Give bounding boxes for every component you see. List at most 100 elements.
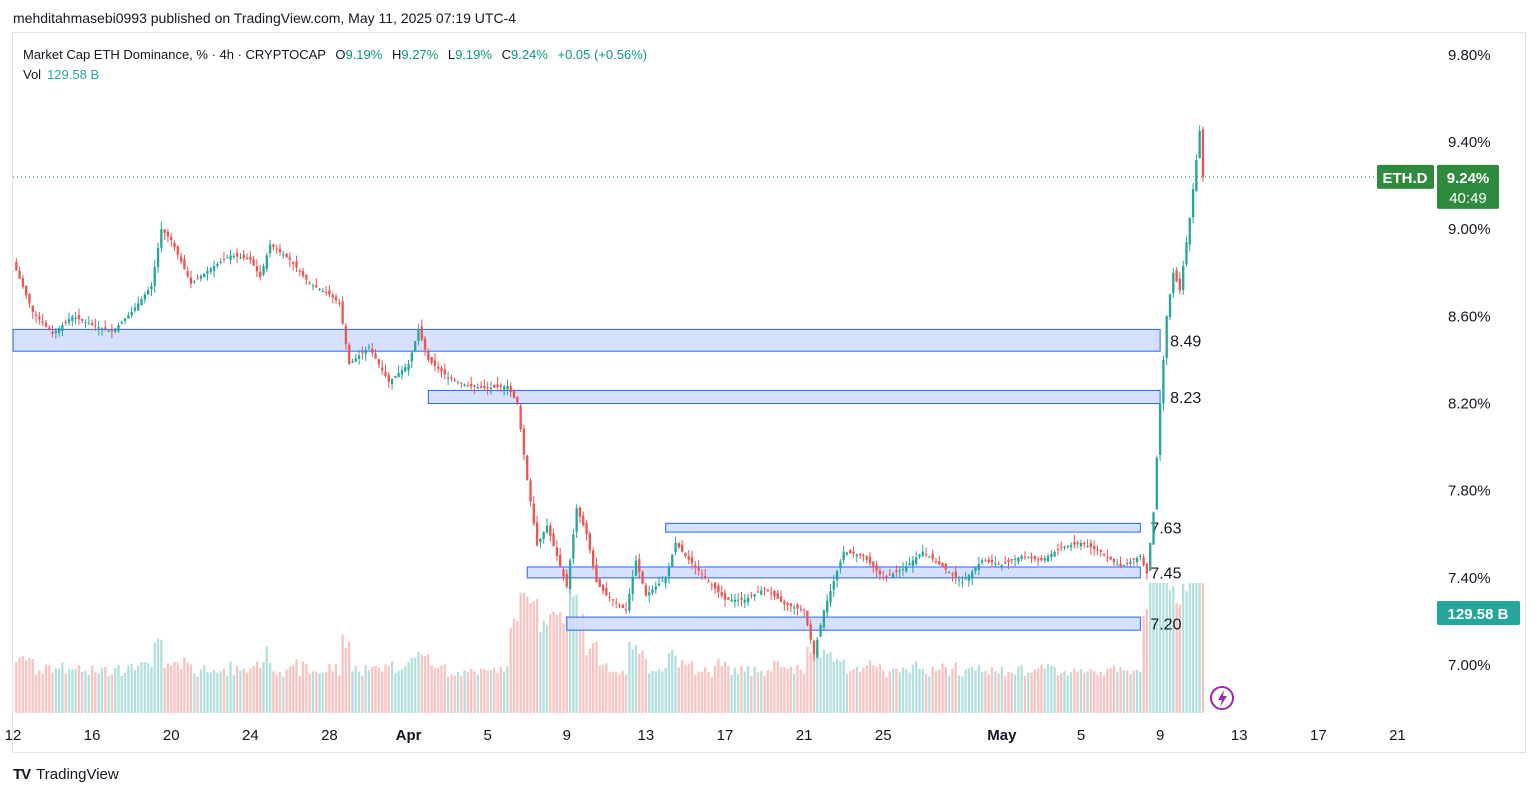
- candle-body: [51, 331, 54, 334]
- candle-body: [397, 373, 400, 378]
- candle-body: [769, 592, 773, 594]
- candle-body: [440, 368, 443, 372]
- volume-bar: [539, 631, 542, 713]
- candle-body: [535, 522, 539, 546]
- volume-bar: [829, 651, 832, 713]
- volume-bar: [344, 648, 348, 713]
- volume-bar: [858, 671, 862, 713]
- volume-bar: [941, 663, 944, 713]
- volume-bar: [961, 676, 964, 713]
- volume-bar: [773, 660, 776, 713]
- volume-bar: [305, 664, 308, 713]
- volume-bar: [1175, 603, 1178, 713]
- volume-bar: [1162, 583, 1165, 713]
- volume-bar: [1109, 667, 1112, 713]
- candle-body: [239, 257, 242, 259]
- volume-bar: [588, 648, 592, 713]
- volume-bar: [1076, 671, 1079, 713]
- candle-body: [430, 356, 433, 363]
- volume-bar: [285, 669, 288, 713]
- volume-bar: [522, 593, 526, 713]
- candle-body: [1152, 512, 1155, 545]
- candle-body: [1109, 556, 1112, 560]
- volume-bar: [242, 668, 245, 713]
- candle-body: [915, 557, 918, 564]
- volume-bar: [1129, 673, 1132, 713]
- volume-bar: [591, 643, 595, 713]
- volume-bar: [1139, 671, 1142, 713]
- candle-body: [796, 604, 799, 609]
- candle-body: [605, 588, 608, 596]
- candle-body: [786, 603, 789, 606]
- candle-body: [1149, 543, 1152, 571]
- candle-body: [235, 253, 239, 257]
- candle-body: [186, 271, 189, 277]
- volume-bar: [212, 670, 216, 713]
- volume-bar: [1178, 604, 1182, 713]
- volume-bar: [753, 666, 756, 713]
- volume-bar: [367, 670, 371, 713]
- volume-bar: [641, 650, 644, 713]
- candle-body: [727, 597, 730, 600]
- candle-body: [1201, 129, 1205, 177]
- footer-branding[interactable]: TV TradingView: [13, 766, 119, 783]
- volume-bar: [990, 667, 994, 713]
- volume-bar: [374, 666, 377, 713]
- candle-body: [44, 322, 48, 327]
- close-label: C: [501, 47, 511, 62]
- volume-bar: [1060, 673, 1063, 713]
- candle-body: [852, 551, 855, 554]
- candle-body: [710, 584, 713, 586]
- candle-body: [140, 298, 143, 306]
- candle-body: [1175, 270, 1178, 282]
- candle-body: [381, 367, 384, 371]
- volume-bar: [1063, 671, 1066, 713]
- candle-body: [1033, 556, 1037, 559]
- volume-bar: [423, 656, 427, 713]
- volume-bar: [404, 666, 407, 713]
- volume-bar: [944, 667, 948, 713]
- volume-bar: [1089, 669, 1093, 713]
- volume-bar: [67, 668, 71, 713]
- candle-body: [265, 255, 268, 270]
- volume-bar: [21, 656, 25, 713]
- candle-body: [1188, 218, 1191, 245]
- candle-body: [437, 366, 440, 369]
- candle-body: [980, 560, 984, 563]
- volume-bar: [407, 661, 410, 713]
- volume-bar: [137, 665, 140, 713]
- candle-body: [1132, 558, 1135, 560]
- zone-label: 8.49: [1170, 333, 1201, 350]
- candle-body: [730, 599, 733, 602]
- volume-bar: [176, 662, 179, 713]
- volume-bar: [48, 665, 51, 713]
- volume-bar: [222, 668, 226, 713]
- candle-body: [127, 315, 130, 319]
- volume-bar: [1149, 583, 1152, 713]
- high-value: 9.27%: [401, 47, 439, 62]
- candle-body: [1158, 403, 1162, 456]
- volume-bar: [427, 654, 430, 713]
- candle-body: [193, 281, 196, 283]
- volume-badge-text: 129.58 B: [1448, 606, 1509, 623]
- volume-bar: [433, 667, 437, 713]
- volume-bar: [479, 668, 483, 713]
- candle-body: [779, 596, 783, 602]
- volume-bar: [763, 676, 766, 713]
- volume-bar: [166, 663, 170, 713]
- chart-frame[interactable]: [12, 32, 1526, 753]
- volume-bar: [516, 620, 519, 713]
- volume-bar: [974, 670, 977, 713]
- volume-bar: [839, 661, 842, 713]
- volume-bar: [855, 666, 859, 713]
- candle-body: [717, 585, 720, 593]
- volume-bar: [437, 667, 440, 713]
- candle-body: [493, 384, 496, 388]
- candle-body: [1056, 549, 1060, 551]
- candle-body: [1198, 131, 1201, 159]
- volume-bar: [446, 676, 450, 713]
- candle-body: [417, 329, 420, 342]
- volume-bar: [549, 614, 552, 713]
- volume-bar: [743, 671, 746, 713]
